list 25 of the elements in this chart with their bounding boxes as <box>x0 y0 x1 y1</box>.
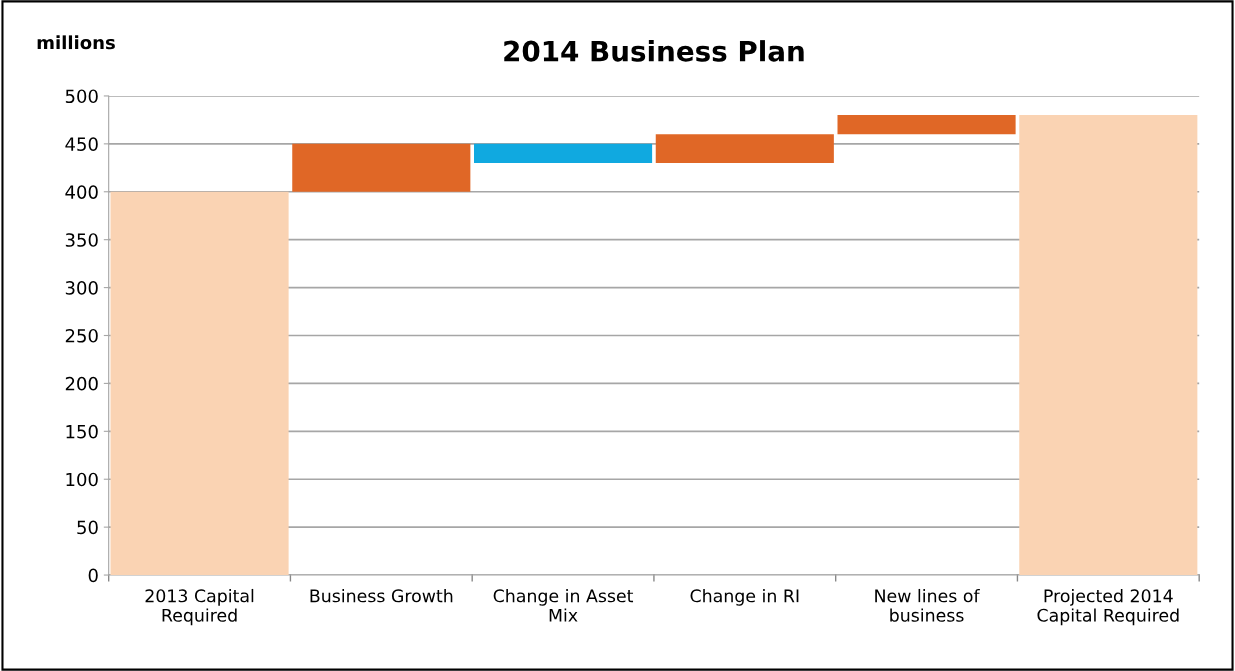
x-tick-label: Projected 2014 Capital Required <box>1037 588 1179 626</box>
bar <box>655 134 834 164</box>
y-tick-label: 450 <box>65 137 98 151</box>
chart-title: 2014 Business Plan <box>504 40 804 62</box>
bar <box>1019 115 1198 576</box>
y-tick-label: 300 <box>65 281 98 295</box>
y-tick-label: 400 <box>65 185 98 199</box>
bar <box>292 143 471 192</box>
y-tick-label: 250 <box>65 328 98 343</box>
y-tick-label: 100 <box>66 472 98 487</box>
y-tick-label: 150 <box>66 424 98 439</box>
y-tick-label: 0 <box>88 568 98 583</box>
y-tick-label: 500 <box>65 89 98 104</box>
y-axis-title: millions <box>37 35 115 50</box>
bar <box>110 191 289 576</box>
y-tick-label: 50 <box>77 520 98 535</box>
y-tick-label: 350 <box>65 233 98 247</box>
x-tick-label: Change in RI <box>690 588 799 606</box>
y-tick-label: 200 <box>65 376 98 391</box>
bar <box>474 143 653 164</box>
x-tick-label: New lines of business <box>875 588 980 622</box>
x-tick-label: Business Growth <box>310 588 453 603</box>
bar <box>837 115 1016 135</box>
x-tick-label: 2013 Capital Required <box>145 588 254 626</box>
x-tick-label: Change in Asset Mix <box>493 588 634 622</box>
